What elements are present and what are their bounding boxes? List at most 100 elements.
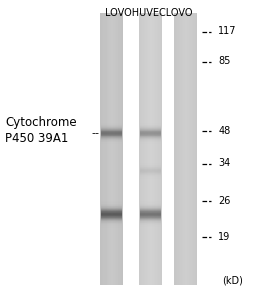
Bar [101,121,122,122]
Bar [140,226,161,227]
Bar [101,128,122,129]
Bar [140,167,161,168]
Bar [101,201,122,202]
Bar [140,145,161,146]
Bar [140,228,161,229]
Bar [140,133,161,134]
Bar [140,181,161,182]
Bar [140,135,161,136]
Bar [140,161,161,162]
Bar [140,138,161,139]
Bar [140,229,161,230]
Text: LOVOHUVECLOVO: LOVOHUVECLOVO [105,8,192,17]
Bar [101,132,122,133]
Bar [140,169,161,170]
Bar [140,171,161,172]
Bar [140,207,161,208]
Bar [140,142,161,143]
Bar [140,143,161,144]
Bar [140,139,161,140]
Bar [140,230,161,231]
Bar [101,206,122,207]
Bar [101,138,122,139]
Bar [101,124,122,125]
Bar [101,223,122,224]
Bar [101,146,122,147]
Bar [140,144,161,145]
Bar [140,204,161,205]
Bar [101,129,122,130]
Bar [101,133,122,134]
Bar [140,205,161,206]
Bar [101,135,122,136]
Bar [101,217,122,218]
Bar [101,198,122,199]
Bar [101,205,122,206]
Bar [101,204,122,205]
Bar [101,199,122,200]
Bar [101,143,122,144]
Bar [140,225,161,226]
Bar [140,131,161,132]
Bar [101,120,122,121]
Bar [140,219,161,220]
Bar [101,136,122,137]
Bar [140,221,161,222]
Bar [101,126,122,127]
Text: 117: 117 [218,26,237,37]
Bar [101,215,122,216]
Bar [140,137,161,138]
Bar [101,209,122,210]
Bar [101,216,122,217]
Bar [140,208,161,209]
Bar [140,160,161,161]
Bar [140,203,161,204]
Bar [140,200,161,201]
Bar [140,165,161,166]
Bar [140,220,161,221]
Bar [101,218,122,219]
Bar [101,225,122,226]
Bar [140,213,161,214]
Bar [140,202,161,203]
Bar [101,208,122,209]
Text: 19: 19 [218,232,230,242]
Bar [101,122,122,123]
Bar [140,146,161,147]
Bar [101,220,122,221]
Bar [101,230,122,231]
Bar [140,130,161,131]
Bar [140,212,161,213]
Bar [140,168,161,169]
Bar [101,200,122,201]
Bar [140,210,161,211]
Bar [101,140,122,141]
Text: 26: 26 [218,196,231,206]
Bar [140,209,161,210]
Bar [140,121,161,122]
Bar [140,160,161,161]
Bar [140,222,161,223]
Bar [101,207,122,208]
Bar [101,142,122,143]
Bar [140,216,161,217]
Bar [101,202,122,203]
Bar [101,144,122,145]
Bar [140,136,161,137]
Bar [140,180,161,181]
Bar [140,120,161,121]
Bar [101,125,122,126]
Bar [140,177,161,178]
Bar [140,214,161,215]
Text: 34: 34 [218,158,230,169]
Bar [140,140,161,141]
Bar [140,215,161,216]
Bar [140,206,161,207]
Bar [101,131,122,132]
Bar [140,123,161,124]
Bar [101,134,122,135]
Bar [140,224,161,225]
Bar [140,217,161,218]
Bar [140,166,161,167]
Text: (kD): (kD) [222,275,243,286]
